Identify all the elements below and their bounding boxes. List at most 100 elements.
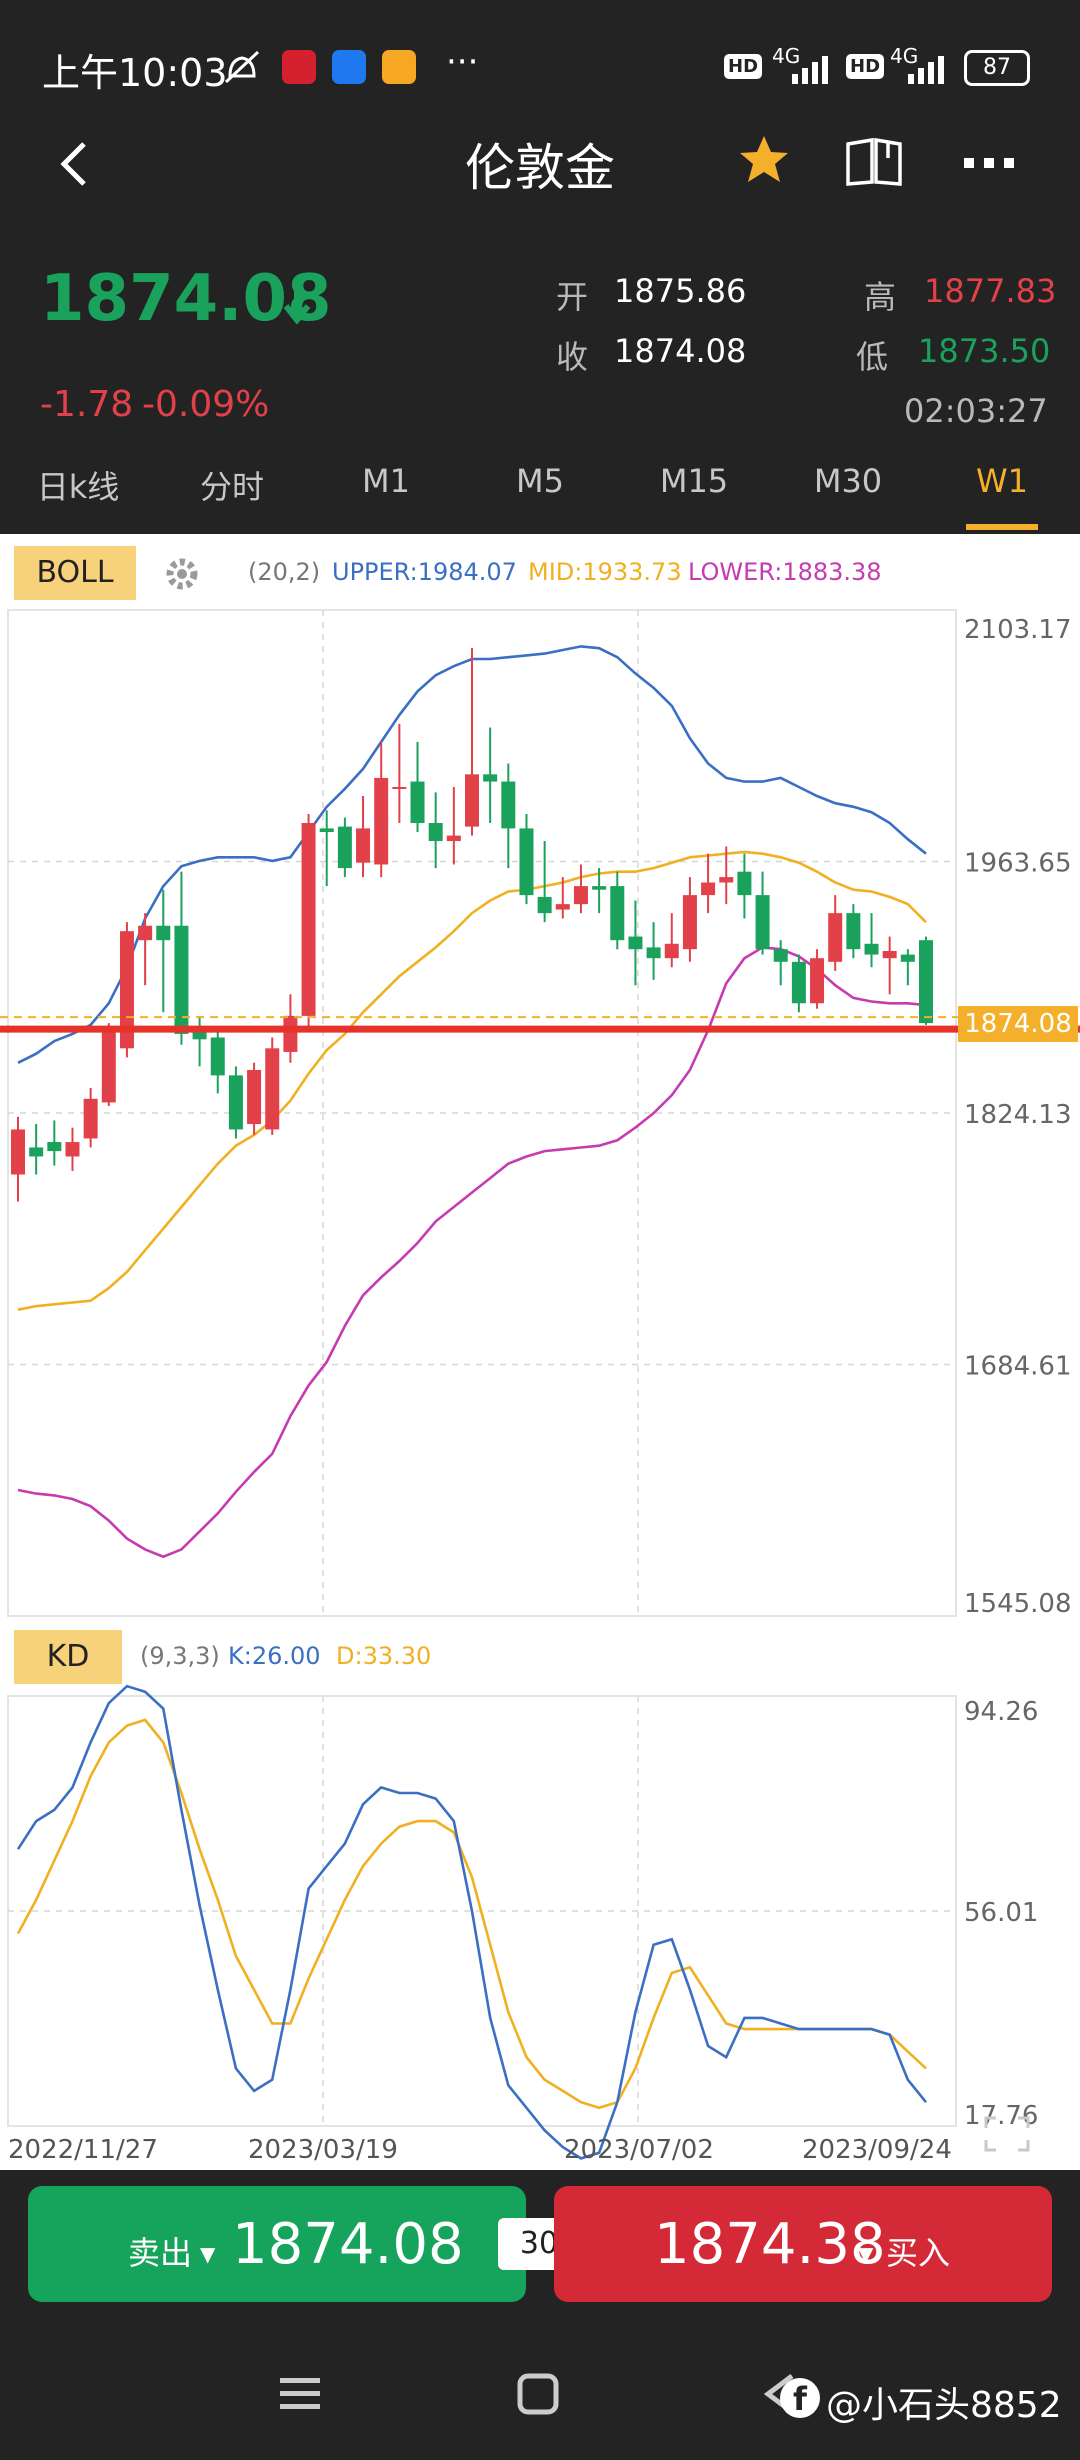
- close-value: 1874.08: [614, 332, 747, 370]
- tab-m30[interactable]: M30: [813, 462, 883, 500]
- candle-body: [410, 781, 425, 824]
- candle-body: [392, 786, 407, 789]
- square-icon[interactable]: [516, 2372, 560, 2420]
- high-label: 高: [864, 278, 897, 316]
- candle-body: [174, 925, 189, 1034]
- chart-svg[interactable]: 2103.17 1963.65 1824.13 1684.61 1545.08 94.26…: [0, 534, 1080, 2170]
- candle-body: [265, 1048, 280, 1130]
- kd-y-tick-label: 94.26: [964, 1697, 1038, 1727]
- candle-body: [628, 936, 643, 950]
- candle-body: [319, 828, 334, 833]
- candle-body: [29, 1147, 44, 1157]
- boll-y-tick-label: 1684.61: [964, 1352, 1072, 1382]
- candle-body: [101, 1030, 116, 1103]
- buy-caret-icon: ▼: [858, 2242, 874, 2266]
- kd-params: (9,3,3): [140, 1642, 220, 1670]
- boll-upper-value: UPPER:1984.07: [332, 558, 517, 586]
- favorite-button[interactable]: [736, 132, 792, 188]
- quote-time: 02:03:27: [904, 392, 1048, 430]
- candle-body: [192, 1030, 207, 1040]
- candle-body: [446, 835, 461, 842]
- candle-body: [228, 1075, 243, 1130]
- price-change: -1.78: [40, 384, 134, 425]
- sell-button[interactable]: 卖出 ▼ 1874.08: [28, 2186, 526, 2302]
- status-more-dots: ···: [446, 42, 479, 82]
- open-value: 1875.86: [614, 272, 747, 310]
- tab-m15[interactable]: M15: [659, 462, 729, 500]
- chevron-left-icon: [60, 142, 86, 186]
- last-price: 1874.08: [40, 262, 332, 336]
- menu-icon[interactable]: [278, 2374, 322, 2418]
- candle-body: [247, 1069, 262, 1125]
- open-label: 开: [556, 278, 589, 316]
- more-horizontal-icon: [964, 158, 1014, 168]
- candle-body: [773, 949, 788, 962]
- candle-body: [755, 895, 770, 950]
- boll-y-tick-label: 2103.17: [964, 615, 1072, 645]
- candle-body: [119, 931, 134, 1049]
- boll-lower-value: LOWER:1883.38: [688, 558, 882, 586]
- candle-body: [664, 943, 679, 959]
- candle-body: [846, 913, 861, 950]
- candle-body: [337, 826, 352, 869]
- candle-body: [646, 947, 661, 959]
- net-label-1: 4G: [772, 44, 801, 68]
- gear-icon[interactable]: [162, 554, 202, 598]
- status-bar: 上午10:03 ··· HD 4G HD 4G 87: [0, 0, 1080, 130]
- candle-body: [83, 1098, 98, 1139]
- x-axis-date-label: 2023/07/02: [564, 2135, 714, 2165]
- page-title: 伦敦金: [465, 139, 615, 197]
- x-axis-date-label: 2023/09/24: [802, 2135, 952, 2165]
- tab-m1[interactable]: M1: [362, 462, 410, 500]
- app-header: 伦敦金: [0, 110, 1080, 220]
- candle-body: [592, 886, 607, 890]
- kd-d-line: [16, 1718, 927, 2110]
- back-button[interactable]: [50, 136, 100, 192]
- candle-body: [682, 895, 697, 950]
- status-time: 上午10:03: [42, 51, 228, 95]
- more-button[interactable]: [962, 154, 1018, 170]
- system-nav-bar: f @小石头8852: [0, 2330, 1080, 2460]
- chart-area[interactable]: 2103.17 1963.65 1824.13 1684.61 1545.08 94.26…: [0, 534, 1080, 2170]
- app-icon-blue: [332, 50, 366, 84]
- sell-price: 1874.08: [232, 2212, 464, 2277]
- kd-indicator-badge[interactable]: KD: [14, 1630, 122, 1684]
- candle-body: [47, 1142, 62, 1152]
- kd-y-tick-label: 17.76: [964, 2101, 1038, 2131]
- signal-icon-2: [906, 52, 952, 88]
- candle-body: [810, 958, 825, 1004]
- candle-body: [465, 774, 479, 827]
- boll-mid-value: MID:1933.73: [528, 558, 682, 586]
- book-icon: [846, 137, 902, 186]
- buy-button[interactable]: 1874.38 ▼ 买入: [554, 2186, 1052, 2302]
- candle-body: [828, 913, 843, 962]
- fullscreen-icon[interactable]: [982, 2114, 1032, 2158]
- boll-indicator-badge[interactable]: BOLL: [14, 546, 136, 600]
- kd-d-value: D:33.30: [336, 1642, 432, 1670]
- low-value: 1873.50: [918, 332, 1051, 370]
- candle-body: [573, 886, 588, 905]
- high-value: 1877.83: [924, 272, 1057, 310]
- tab-daily-k[interactable]: 日k线: [36, 468, 120, 506]
- tab-w1[interactable]: W1: [976, 462, 1028, 500]
- boll-y-tick-label: 1545.08: [964, 1589, 1072, 1619]
- candle-body: [283, 1015, 298, 1052]
- candle-body: [864, 943, 879, 955]
- candle-body: [555, 904, 570, 910]
- candle-body: [65, 1142, 80, 1157]
- active-tab-indicator: [966, 524, 1038, 530]
- price-change-pct: -0.09%: [142, 384, 270, 425]
- candle-body: [719, 877, 734, 883]
- boll-params: (20,2): [248, 558, 321, 586]
- kfc-app-icon: [282, 50, 316, 84]
- watermark-text: @小石头8852: [826, 2385, 1062, 2426]
- book-button[interactable]: [844, 132, 904, 188]
- candle-body: [537, 896, 552, 914]
- tab-intraday[interactable]: 分时: [199, 468, 264, 506]
- candle-body: [737, 871, 752, 896]
- candle-body: [356, 828, 371, 863]
- candle-body: [483, 774, 498, 782]
- tab-m5[interactable]: M5: [516, 462, 564, 500]
- kd-k-line: [16, 1684, 928, 2160]
- candle-body: [610, 886, 625, 941]
